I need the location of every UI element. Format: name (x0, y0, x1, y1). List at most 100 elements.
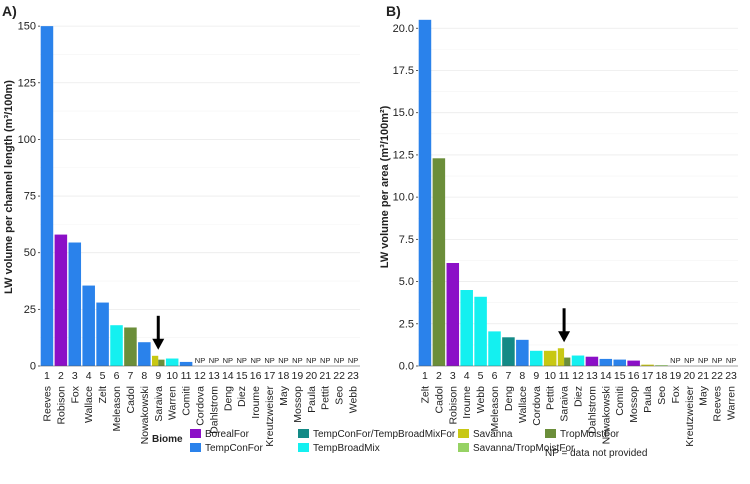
y-tick-label: 10.0 (393, 192, 414, 204)
legend-label: TropMoistFor (560, 429, 620, 440)
missing-label: NP (684, 356, 694, 365)
bar (96, 302, 109, 366)
panel-label: B) (386, 3, 401, 19)
bar (152, 355, 159, 366)
x-category-label: Comiti (614, 386, 626, 416)
x-index-label: 5 (100, 370, 106, 382)
x-index-label: 2 (436, 370, 442, 382)
x-category-label: Cadol (125, 386, 137, 413)
x-index-label: 12 (572, 370, 584, 382)
x-category-label: Saraiva (559, 386, 571, 422)
legend-swatch (190, 429, 201, 438)
legend-note: NP = data not provided (545, 448, 647, 459)
x-category-label: Cadol (433, 386, 445, 413)
x-index-label: 13 (586, 370, 598, 382)
y-tick-label: 100 (18, 134, 36, 146)
x-category-label: Robison (447, 386, 459, 425)
x-index-label: 14 (222, 370, 234, 382)
missing-label: NP (712, 356, 722, 365)
bar (432, 158, 446, 366)
bar-overlay (564, 357, 571, 366)
legend-label: BorealFor (205, 429, 250, 440)
arrow-head (558, 331, 571, 343)
x-index-label: 7 (506, 370, 512, 382)
x-category-label: Nowakowski (139, 386, 151, 444)
x-index-label: 16 (628, 370, 640, 382)
legend-swatch (458, 429, 469, 438)
legend-label: Savanna (473, 429, 513, 440)
bar (40, 26, 54, 366)
legend-title: Biome (152, 434, 183, 445)
y-tick-label: 0.0 (399, 361, 414, 373)
bar (110, 325, 123, 366)
y-tick-label: 20.0 (393, 23, 414, 35)
y-tick-label: 2.5 (399, 318, 414, 330)
x-index-label: 23 (725, 370, 737, 382)
x-category-label: Warren (167, 386, 179, 420)
x-category-label: Diez (573, 386, 585, 407)
bar (446, 262, 460, 366)
y-tick-label: 150 (18, 21, 36, 33)
x-category-label: Paula (642, 386, 654, 413)
x-category-label: Zelt (97, 386, 109, 404)
x-category-label: Deng (503, 386, 515, 411)
missing-label: NP (334, 356, 344, 365)
missing-label: NP (670, 356, 680, 365)
y-tick-label: 125 (18, 77, 36, 89)
bar (613, 359, 626, 366)
legend: Biome BorealFor TempConFor TempConFor/Temp… (152, 429, 647, 459)
bar (557, 348, 565, 366)
bar (418, 19, 432, 367)
x-category-label: Kreutzweiser (684, 386, 696, 447)
x-index-label: 6 (114, 370, 120, 382)
bar-overlay (158, 359, 165, 366)
x-category-label: Reeves (712, 386, 724, 422)
arrow-head (152, 338, 165, 350)
x-category-label: Iroume (250, 386, 262, 419)
x-index-label: 1 (44, 370, 50, 382)
y-tick-label: 5.0 (399, 276, 414, 288)
bar (82, 285, 95, 366)
x-category-label: Nowakowski (600, 386, 612, 444)
x-index-label: 10 (544, 370, 556, 382)
y-tick-label: 7.5 (399, 234, 414, 246)
x-category-label: Cordova (531, 386, 543, 426)
x-category-label: Mossop (628, 386, 640, 423)
x-index-label: 21 (697, 370, 709, 382)
y-axis-label: LW volume per area (m³/100m²) (379, 105, 391, 268)
x-category-label: Dahlstrom (586, 386, 598, 434)
bar (585, 356, 599, 366)
x-category-label: Comiti (181, 386, 193, 416)
x-category-label: Deng (222, 386, 234, 411)
bar (599, 358, 613, 366)
x-category-label: Wallace (517, 386, 529, 423)
x-category-label: Meleason (111, 386, 123, 432)
x-index-label: 18 (656, 370, 668, 382)
bar (627, 360, 640, 366)
missing-label: NP (726, 356, 736, 365)
x-index-label: 20 (683, 370, 695, 382)
x-category-label: Fox (670, 385, 682, 403)
x-category-label: Mossop (292, 386, 304, 423)
x-index-label: 11 (559, 370, 570, 382)
y-tick-label: 12.5 (393, 149, 414, 161)
bar (179, 361, 193, 366)
x-category-label: Warren (726, 386, 738, 420)
bar (516, 339, 529, 366)
x-category-label: Diez (236, 386, 248, 407)
x-index-label: 8 (141, 370, 147, 382)
x-category-label: Reeves (41, 386, 53, 422)
legend-swatch (545, 429, 556, 438)
x-category-label: Pettit (545, 386, 557, 410)
x-index-label: 15 (614, 370, 626, 382)
x-index-label: 21 (319, 370, 331, 382)
bar (68, 242, 82, 366)
x-category-label: Pettit (320, 386, 332, 410)
x-index-label: 19 (670, 370, 682, 382)
missing-label: NP (698, 356, 708, 365)
bar (165, 358, 179, 366)
x-category-label: Webb (475, 386, 487, 413)
x-category-label: May (698, 385, 710, 406)
